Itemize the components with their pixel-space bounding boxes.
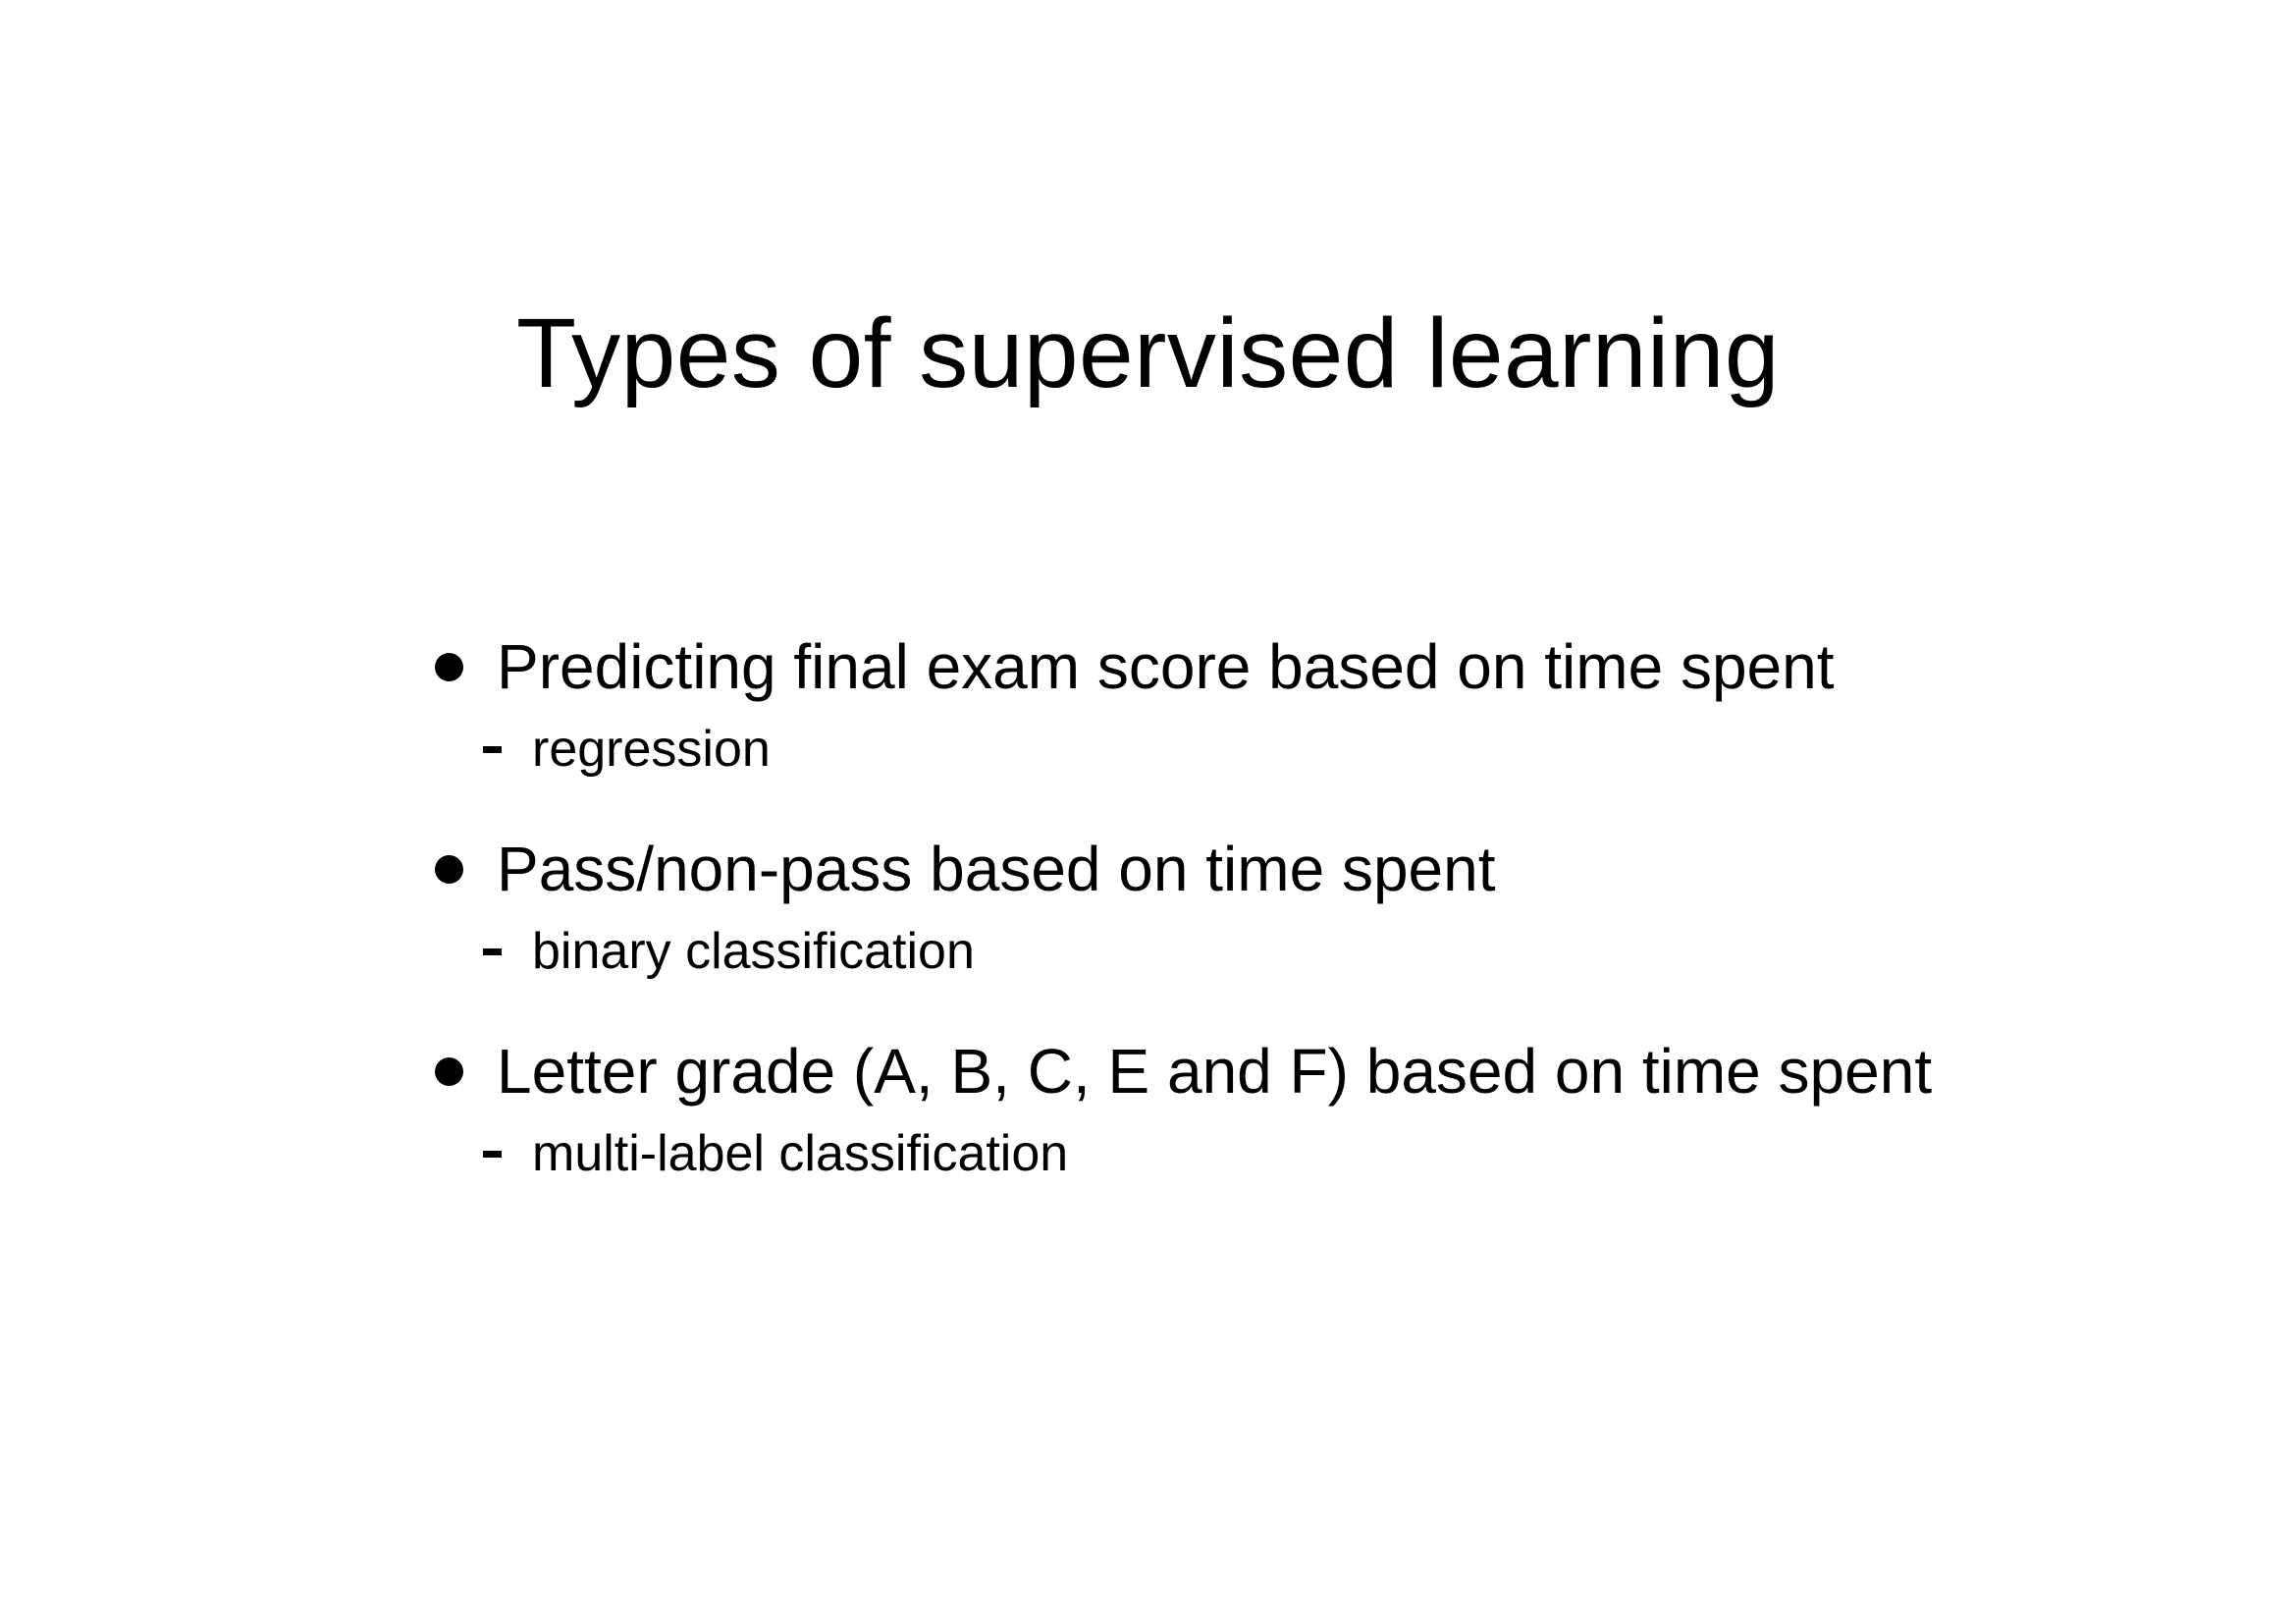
bullet-text: Pass/non-pass based on time spent <box>497 834 1496 904</box>
sub-bullet-text: regression <box>532 721 771 778</box>
bullet-main-line: Pass/non-pass based on time spent <box>422 827 2189 911</box>
bullet-item-multi-label-classification: Letter grade (A, B, C, E and F) based on… <box>422 1029 2189 1186</box>
bullet-dot-icon <box>435 855 463 884</box>
bullet-text: Predicting final exam score based on tim… <box>497 631 1835 702</box>
dash-icon <box>483 746 502 753</box>
sub-bullet-text: binary classification <box>532 923 975 980</box>
bullet-text: Letter grade (A, B, C, E and F) based on… <box>497 1036 1933 1107</box>
slide-title: Types of supervised learning <box>516 298 1780 408</box>
bullet-item-binary-classification: Pass/non-pass based on time spent binary… <box>422 827 2189 984</box>
sub-bullet-text: multi-label classification <box>532 1125 1069 1182</box>
sub-bullet-line: binary classification <box>422 919 2189 984</box>
bullet-item-regression: Predicting final exam score based on tim… <box>422 624 2189 782</box>
bullet-dot-icon <box>435 653 463 681</box>
bullet-main-line: Predicting final exam score based on tim… <box>422 624 2189 709</box>
dash-icon <box>483 948 502 955</box>
sub-bullet-line: regression <box>422 717 2189 782</box>
bullet-dot-icon <box>435 1057 463 1086</box>
sub-bullet-line: multi-label classification <box>422 1121 2189 1186</box>
bullet-main-line: Letter grade (A, B, C, E and F) based on… <box>422 1029 2189 1113</box>
dash-icon <box>483 1151 502 1158</box>
